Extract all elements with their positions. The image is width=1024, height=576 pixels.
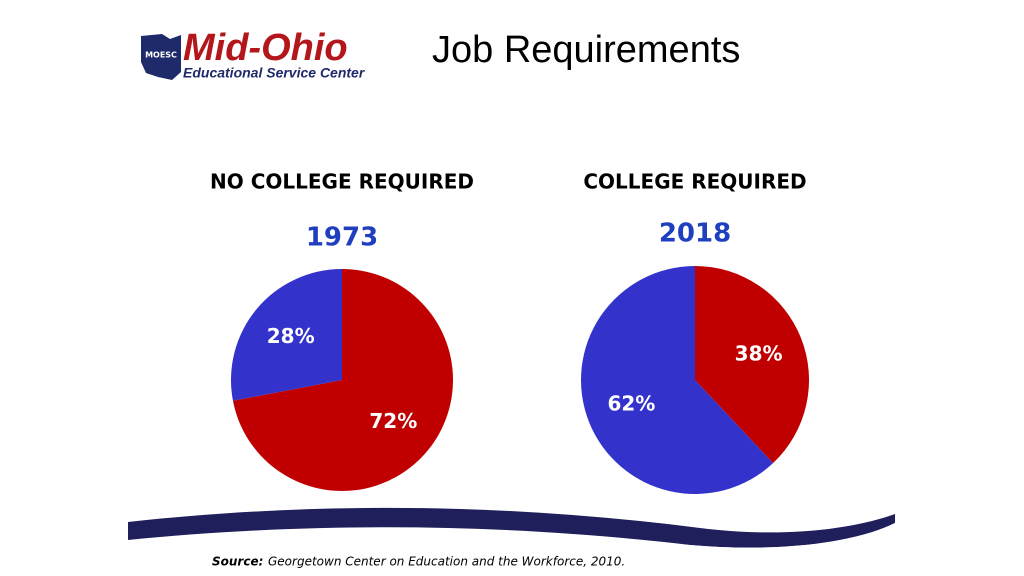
chart-title: NO COLLEGE REQUIRED bbox=[210, 170, 474, 194]
slice-label: 38% bbox=[735, 341, 783, 365]
footer-band bbox=[128, 523, 895, 576]
pie-slice bbox=[232, 269, 453, 492]
slice-label: 28% bbox=[267, 324, 315, 348]
slice-label: 62% bbox=[607, 392, 655, 416]
source-label: Source: bbox=[212, 555, 263, 569]
logo-state-shape bbox=[141, 34, 181, 80]
chart-subtitle: 2018 bbox=[659, 219, 731, 249]
footer-wave bbox=[128, 507, 895, 576]
chart-title: COLLEGE REQUIRED bbox=[583, 170, 806, 194]
slice-label: 72% bbox=[369, 409, 417, 433]
slide-title: Job Requirements bbox=[432, 29, 740, 71]
logo-abbr: MOESC bbox=[145, 51, 177, 60]
chart-subtitle: 1973 bbox=[306, 223, 378, 253]
logo-name: Mid-Ohio bbox=[183, 27, 348, 69]
pie-slice bbox=[695, 266, 810, 464]
pie-slice bbox=[581, 266, 774, 494]
pie-slice bbox=[230, 269, 342, 401]
source-text: Georgetown Center on Education and the W… bbox=[268, 555, 625, 569]
logo-tagline: Educational Service Center bbox=[183, 65, 366, 81]
